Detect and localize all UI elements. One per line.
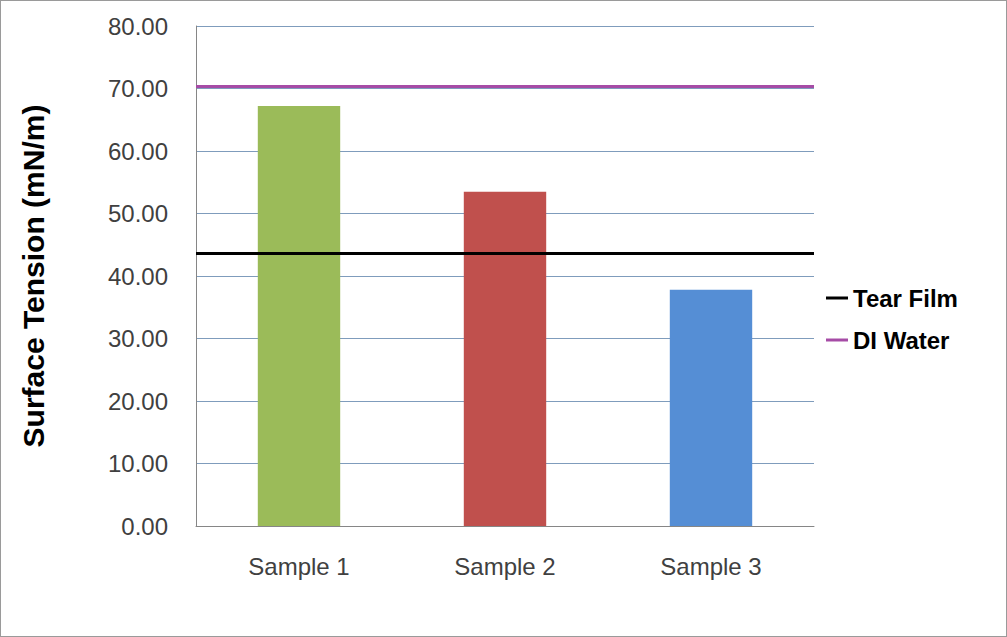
svg-text:Sample 2: Sample 2	[454, 553, 555, 580]
svg-text:60.00: 60.00	[108, 138, 168, 165]
svg-text:80.00: 80.00	[108, 13, 168, 40]
svg-text:10.00: 10.00	[108, 450, 168, 477]
svg-text:40.00: 40.00	[108, 263, 168, 290]
svg-text:DI Water: DI Water	[853, 327, 949, 354]
svg-text:Sample 1: Sample 1	[248, 553, 349, 580]
svg-text:Surface Tension (mN/m): Surface Tension (mN/m)	[17, 105, 50, 448]
svg-text:0.00: 0.00	[121, 513, 168, 540]
svg-text:Tear Film: Tear Film	[853, 285, 958, 312]
svg-text:Sample 3: Sample 3	[660, 553, 761, 580]
svg-text:70.00: 70.00	[108, 75, 168, 102]
svg-text:20.00: 20.00	[108, 388, 168, 415]
svg-text:30.00: 30.00	[108, 325, 168, 352]
svg-text:50.00: 50.00	[108, 200, 168, 227]
